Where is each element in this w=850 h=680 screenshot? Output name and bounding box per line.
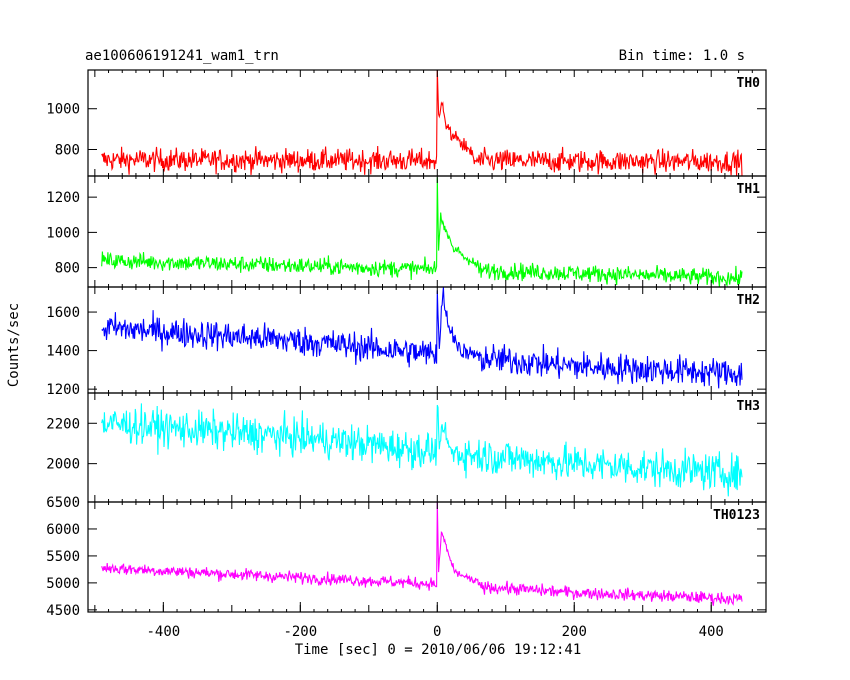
series-line-th0123	[101, 501, 743, 606]
series-line-th2	[101, 286, 743, 389]
x-axis-label: Time [sec] 0 = 2010/06/06 19:12:41	[295, 642, 582, 658]
y-tick-label: 5500	[46, 549, 80, 565]
y-tick-label: 2200	[46, 416, 80, 432]
y-tick-label: 1200	[46, 190, 80, 206]
y-tick-label: 6000	[46, 522, 80, 538]
y-tick-label: 1600	[46, 305, 80, 321]
series-line-th0	[101, 69, 743, 176]
panel-frame	[87, 286, 767, 394]
panel-label: TH0	[737, 76, 761, 91]
panels-group: 800 1000 TH0 800 1000 1200 TH1 1200 1400 1600 TH2 2…	[46, 69, 767, 619]
x-axis: -400 -200 0 200 400	[146, 602, 724, 640]
bin-time-label: Bin time: 1.0 s	[619, 48, 745, 64]
panel-th2: 1200 1400 1600 TH2	[46, 286, 767, 398]
y-tick-label: 1400	[46, 344, 80, 360]
panel-th0: 800 1000 TH0	[46, 69, 767, 177]
x-tick-label: 200	[562, 624, 587, 640]
series-line-th1	[101, 177, 743, 288]
x-tick-label: -400	[146, 624, 180, 640]
panel-label: TH3	[737, 399, 760, 414]
x-tick-label: -200	[283, 624, 317, 640]
panel-label: TH2	[737, 293, 760, 308]
chart-title: ae100606191241_wam1_trn	[85, 48, 279, 64]
panel-th1: 800 1000 1200 TH1	[46, 175, 767, 288]
panel-th3: 2000 2200 TH3	[46, 392, 767, 503]
y-tick-label: 1000	[46, 225, 80, 241]
y-tick-label: 2000	[46, 457, 80, 473]
y-tick-label: 800	[55, 261, 80, 277]
y-tick-label: 5000	[46, 576, 80, 592]
y-axis-label: Counts/sec	[6, 303, 22, 387]
y-tick-label: 1000	[46, 102, 80, 118]
series-line-th3	[101, 403, 743, 497]
x-tick-label: 0	[433, 624, 441, 640]
y-tick-label: 1200	[46, 382, 80, 398]
panel-label: TH0123	[713, 508, 760, 523]
panel-th0123: 4500 5000 5500 6000 6500 TH0123	[46, 495, 767, 619]
panel-frame	[87, 501, 767, 613]
y-tick-label: 6500	[46, 495, 80, 511]
y-tick-label: 800	[55, 143, 80, 159]
x-tick-label: 400	[699, 624, 724, 640]
panel-label: TH1	[737, 182, 761, 197]
y-tick-label: 4500	[46, 603, 80, 619]
